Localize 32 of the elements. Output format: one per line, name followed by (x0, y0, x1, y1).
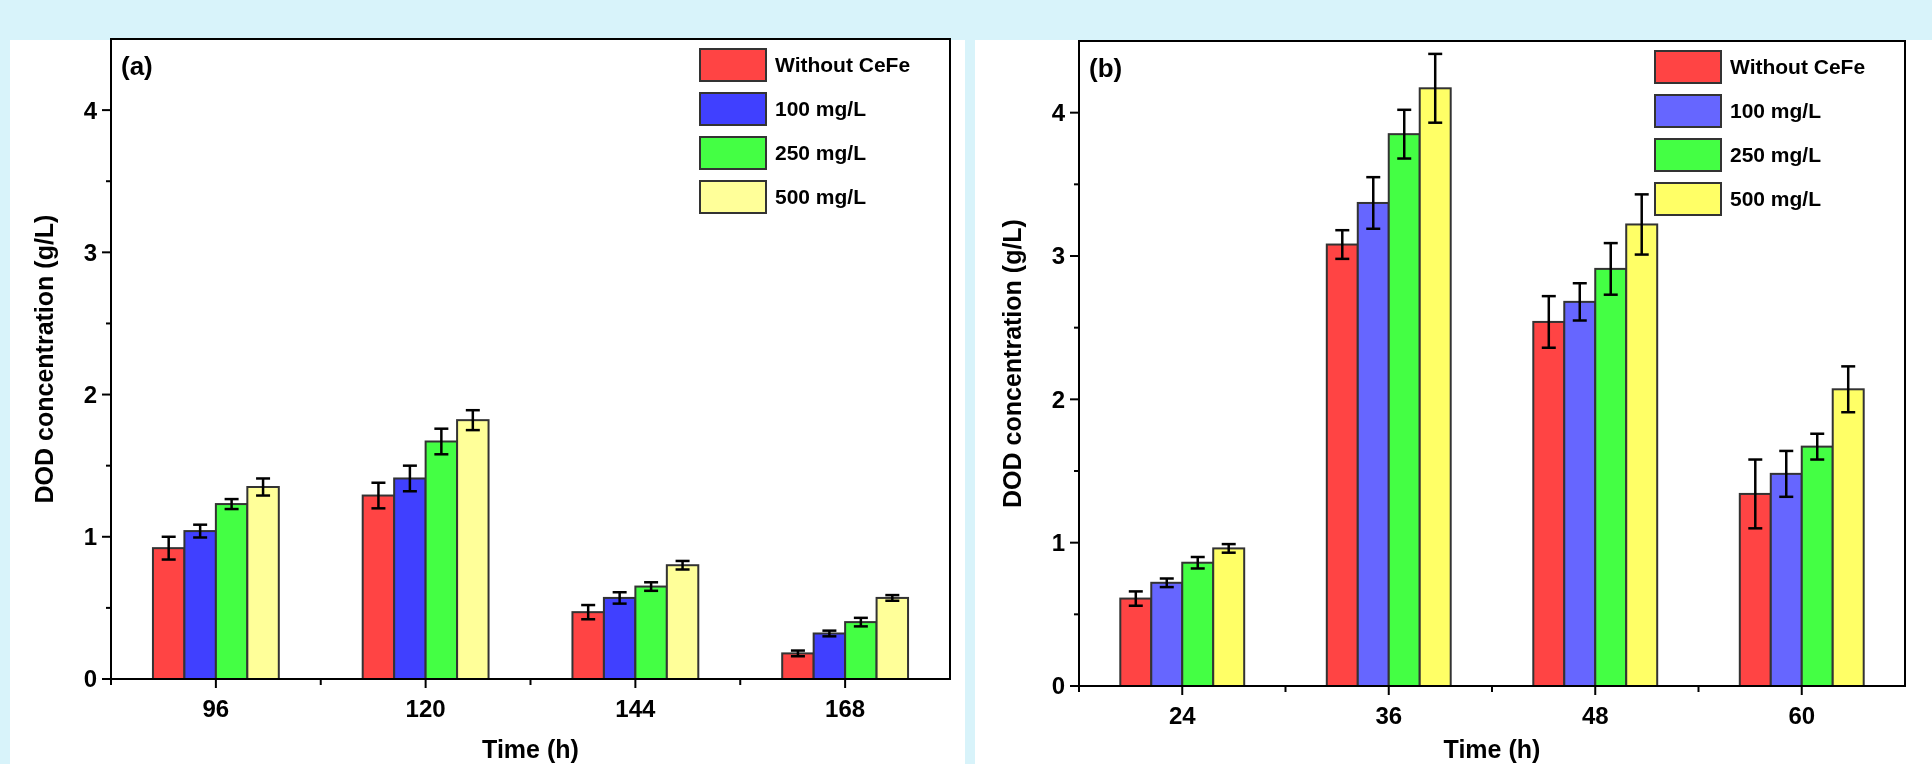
x-tick-label: 168 (825, 695, 866, 722)
legend-label: 500 mg/L (1730, 187, 1822, 211)
x-tick-label: 36 (1375, 702, 1403, 729)
legend-label: 500 mg/L (775, 185, 867, 209)
legend-label: Without CeFe (1730, 55, 1866, 79)
y-tick-label: 2 (1051, 385, 1065, 413)
legend-label: Without CeFe (775, 53, 911, 77)
text: (b) (1089, 53, 1123, 83)
x-axis-title: Time (h) (1443, 735, 1541, 763)
text: (a) (121, 51, 153, 81)
y-tick-label: 4 (1051, 99, 1066, 127)
x-tick-label: 24 (1168, 702, 1197, 729)
legend-label: 100 mg/L (1730, 99, 1822, 123)
y-tick-label: 3 (83, 238, 97, 266)
y-tick-label: 0 (1051, 672, 1065, 700)
x-tick-label: 144 (615, 695, 657, 722)
y-tick-label: 0 (83, 665, 97, 693)
legend-label: 250 mg/L (1730, 143, 1822, 167)
legend-label: 250 mg/L (775, 141, 867, 165)
x-tick-label: 120 (405, 695, 446, 722)
y-tick-label: 1 (83, 523, 97, 551)
y-axis-title: DOD concentration (g/L) (30, 214, 58, 504)
legend-label: 100 mg/L (775, 97, 867, 121)
x-tick-label: 60 (1788, 702, 1816, 729)
x-tick-label: 96 (202, 695, 230, 722)
x-axis-title: Time (h) (482, 735, 579, 763)
y-tick-label: 1 (1051, 529, 1065, 557)
y-axis-title: DOD concentration (g/L) (998, 219, 1026, 508)
y-tick-label: 3 (1051, 242, 1065, 270)
y-tick-label: 2 (83, 380, 97, 408)
x-tick-label: 48 (1581, 702, 1609, 729)
y-tick-label: 4 (83, 96, 98, 124)
